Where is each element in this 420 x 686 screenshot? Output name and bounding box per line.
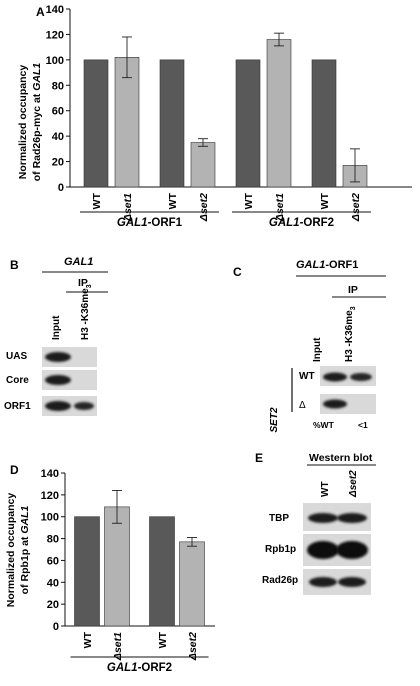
panel-a-chart: 0 20 40 60 80 100 120 140 WT Δset1 WT Δset2 WT Δset1 W…: [46, 4, 412, 229]
panel-a-category-label: WT: [91, 192, 103, 209]
panel-d-bar: [149, 516, 175, 627]
panel-e-letter: E: [255, 451, 263, 465]
panel-e-col-mut: Δset2: [348, 470, 359, 498]
panel-b-band-core-input: [45, 375, 71, 385]
panel-c-gene: GAL1-ORF1: [296, 259, 358, 271]
panel-c-blot-del: [320, 394, 376, 414]
panel-a: A Normalized occupancy of Rad26p-myc at …: [17, 4, 412, 229]
panel-b-gene: GAL1: [64, 256, 93, 268]
panel-a-ytick-label: 60: [52, 106, 64, 118]
panel-a-category-label: Δset1: [274, 193, 286, 222]
panel-d: D Normalized occupancy of Rpb1p at GAL1 …: [5, 463, 215, 674]
panel-e-band-tbp-wt: [308, 513, 338, 523]
panel-d-ytick-label: 120: [41, 490, 59, 502]
panel-a-ytick-label: 40: [52, 131, 64, 143]
panel-a-category-label: WT: [167, 192, 179, 209]
panel-d-ytick-label: 20: [47, 599, 59, 611]
panel-a-ylabel-line2: of Rad26p-myc at GAL1: [31, 63, 43, 182]
panel-d-ytick-label: 0: [53, 621, 59, 633]
panel-d-ytick-label: 140: [41, 468, 59, 480]
panel-b-col-input: Input: [51, 315, 62, 340]
panel-b-band-orf1-ip: [74, 402, 94, 410]
panel-d-ytick-label: 80: [47, 534, 59, 546]
panel-a-ytick-label: 120: [46, 29, 64, 41]
panel-d-ylabel-line2: of Rpb1p at GAL1: [19, 506, 31, 595]
panel-a-ytick-label: 140: [46, 4, 64, 16]
panel-a-category-label: Δset2: [350, 193, 362, 222]
panel-c-band-wt-ip: [350, 373, 372, 381]
panel-e-band-rad26p-wt: [309, 577, 337, 587]
panel-c-band-del-input: [323, 399, 347, 409]
panel-a-category-label: Δset1: [122, 193, 134, 222]
panel-d-group-label: GAL1-ORF2: [107, 662, 172, 674]
panel-c-row-del: Δ: [299, 400, 306, 411]
panel-a-category-label: Δset2: [198, 193, 210, 222]
panel-e-row-tbp: TBP: [269, 513, 289, 524]
panel-d-letter: D: [10, 463, 19, 477]
panel-b: B GAL1 IP Input H3 -K36me3 UAS Core ORF1: [4, 256, 108, 416]
panel-c-row-wt: WT: [299, 371, 315, 382]
panel-b-row-uas: UAS: [6, 351, 27, 362]
panel-a-ytick-label: 20: [52, 157, 64, 169]
panel-a-ytick-label: 0: [58, 182, 64, 194]
panel-b-letter: B: [10, 258, 19, 272]
panel-c-pct-value: <1: [358, 420, 368, 430]
panel-e-band-rad26p-mut: [338, 577, 366, 587]
panel-d-category-label: Δset1: [112, 632, 124, 661]
panel-a-bar: [235, 59, 261, 188]
panel-d-ytick-label: 60: [47, 555, 59, 567]
panel-a-category-label: WT: [319, 192, 331, 209]
panel-a-group-label: GAL1-ORF2: [269, 217, 334, 229]
panel-e-title: Western blot: [309, 452, 373, 464]
panel-c-pct-label: %WT: [313, 420, 335, 430]
panel-c: C GAL1-ORF1 IP Input H3 -K36me3 SET2 WT …: [233, 259, 386, 433]
panel-a-bar: [159, 59, 185, 188]
panel-a-bar: [266, 39, 292, 188]
panel-a-ytick-label: 80: [52, 80, 64, 92]
panel-c-letter: C: [233, 265, 242, 279]
panel-b-band-uas-input: [45, 352, 71, 362]
panel-b-col-h3: H3 -K36me3: [80, 284, 93, 340]
panel-e-row-rad26p: Rad26p: [262, 575, 298, 586]
panel-a-bar: [190, 142, 216, 188]
panel-b-row-orf1: ORF1: [4, 401, 31, 412]
panel-d-category-label: WT: [157, 631, 169, 648]
panel-a-category-label: WT: [243, 192, 255, 209]
panel-a-bar: [83, 59, 109, 188]
panel-c-col-input: Input: [312, 337, 323, 362]
panel-c-band-wt-input: [323, 372, 347, 382]
panel-d-category-label: WT: [82, 631, 94, 648]
panel-b-ip: IP: [78, 277, 88, 289]
panel-a-group-label: GAL1-ORF1: [117, 217, 183, 229]
panel-c-ip: IP: [348, 284, 358, 296]
panel-d-category-label: Δset2: [187, 632, 199, 661]
panel-e-band-tbp-mut: [337, 513, 367, 523]
panel-d-ytick-label: 100: [41, 512, 59, 524]
panel-e-col-wt: WT: [320, 481, 331, 497]
panel-d-bar: [74, 516, 100, 627]
panel-d-ytick-label: 40: [47, 577, 59, 589]
panel-e-row-rpb1p: Rpb1p: [265, 544, 296, 555]
panel-c-group-set2: SET2: [269, 407, 280, 432]
panel-a-letter: A: [36, 5, 45, 19]
panel-d-bar: [104, 506, 130, 627]
panel-e-band-rpb1p-mut: [336, 541, 368, 559]
panel-d-bar: [179, 541, 205, 627]
panel-e: E Western blot WT Δset2 TBP Rpb1p Rad26p: [255, 451, 376, 595]
panel-a-ylabel-line1: Normalized occupancy: [17, 65, 29, 180]
panel-d-chart: 0 20 40 60 80 100 120 140 WT Δset1 WT Δset2 GAL1-ORF…: [41, 468, 215, 674]
panel-c-col-h3: H3 -K36me3: [344, 306, 357, 362]
panel-b-band-orf1-input: [45, 401, 71, 411]
panel-a-bar: [311, 59, 337, 188]
panel-b-row-core: Core: [6, 375, 29, 386]
panel-a-ytick-label: 100: [46, 55, 64, 67]
panel-e-band-rpb1p-wt: [307, 541, 339, 559]
panel-d-ylabel-line1: Normalized occupancy: [5, 493, 17, 608]
